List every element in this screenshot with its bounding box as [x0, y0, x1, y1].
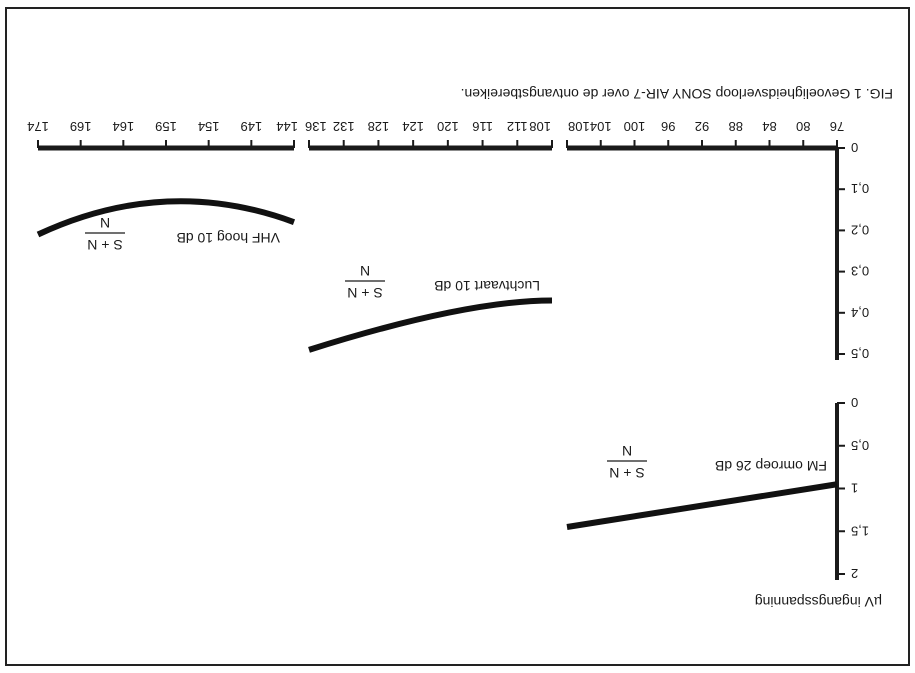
x-tick-label: 96	[661, 119, 675, 134]
series-unit-denominator: N	[100, 215, 110, 231]
x-tick-label: 136	[305, 119, 327, 134]
y-tick-label: 2	[851, 566, 858, 581]
x-tick-label: 108	[568, 119, 590, 134]
series-line	[308, 297, 553, 353]
y-tick-label: 0,4	[851, 305, 869, 320]
x-tick-label: 159	[155, 119, 177, 134]
series-group	[36, 198, 838, 530]
series-label: Luchtvaart 10 dB	[434, 278, 540, 294]
x-tick-label: 120	[437, 119, 459, 134]
series-unit-numerator: S + N	[347, 285, 382, 301]
series-unit-denominator: N	[360, 263, 370, 279]
x-tick-label: 76	[830, 119, 844, 134]
x-tick-label: 108	[529, 119, 551, 134]
series-unit-denominator: N	[622, 443, 632, 459]
axes-group: 0 0,5 1 1,5 2 0 0,1 0,2 0,3 0,4 0,5 76 80 84 88 92 96 100…	[27, 119, 869, 581]
figure-frame	[5, 7, 910, 666]
y-tick-label: 0,5	[851, 346, 869, 361]
y-tick-label: 0	[851, 140, 858, 155]
x-tick-label: 144	[276, 119, 298, 134]
x-tick-label: 154	[198, 119, 220, 134]
x-tick-label: 116	[472, 119, 493, 134]
series-unit-numerator: S + N	[609, 465, 644, 481]
y-axis-label: µV ingangsspanning	[755, 594, 882, 610]
x-tick-label: 149	[240, 119, 262, 134]
x-tick-label: 104	[590, 119, 612, 134]
x-tick-label: 100	[624, 119, 646, 134]
y-tick-label: 0,2	[851, 222, 869, 237]
y-tick-label: 0,1	[851, 181, 869, 196]
x-tick-label: 80	[796, 119, 810, 134]
y-tick-label: 0	[851, 395, 858, 410]
series-label: FM omroep 26 dB	[715, 458, 827, 474]
x-tick-label: 174	[27, 119, 49, 134]
series-line	[566, 481, 838, 530]
x-tick-label: 84	[762, 119, 776, 134]
x-tick-label: 169	[70, 119, 92, 134]
series-label: VHF hoog 10 dB	[176, 230, 280, 246]
y-tick-label: 0,3	[851, 264, 869, 279]
x-tick-label: 124	[402, 119, 424, 134]
x-tick-label: 92	[695, 119, 709, 134]
chart-title: FIG. 1 Gevoeligheidsverloop SONY AIR-7 o…	[461, 86, 893, 102]
y-tick-label: 1	[851, 481, 858, 496]
series-line	[36, 198, 296, 238]
x-tick-label: 132	[333, 119, 355, 134]
x-tick-label: 88	[729, 119, 743, 134]
y-tick-label: 1,5	[851, 523, 869, 538]
y-tick-label: 0,5	[851, 438, 869, 453]
x-tick-label: 112	[507, 119, 528, 134]
x-tick-label: 128	[368, 119, 390, 134]
labels-group: FM omroep 26 dB S + N N Luchtvaart 10 dB S +…	[85, 86, 893, 610]
series-unit-numerator: S + N	[87, 237, 122, 253]
x-tick-label: 164	[112, 119, 134, 134]
